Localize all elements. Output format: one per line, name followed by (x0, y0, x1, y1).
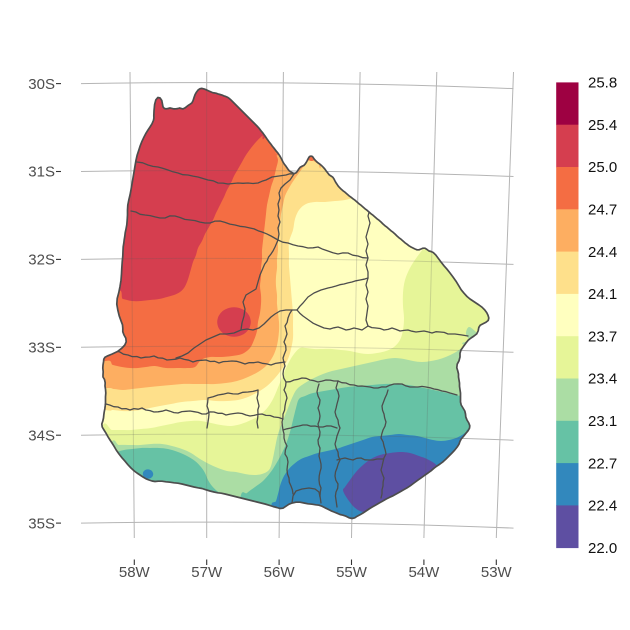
svg-text:35S: 35S (28, 515, 55, 532)
svg-text:56W: 56W (264, 564, 296, 581)
svg-text:54W: 54W (408, 564, 440, 581)
svg-text:30S: 30S (28, 76, 55, 93)
svg-text:31S: 31S (28, 164, 55, 181)
svg-text:23.7: 23.7 (588, 328, 617, 345)
svg-text:58W: 58W (119, 564, 151, 581)
svg-text:22.0: 22.0 (588, 540, 617, 557)
svg-text:53W: 53W (481, 564, 513, 581)
svg-text:32S: 32S (28, 252, 55, 269)
svg-text:22.7: 22.7 (588, 455, 617, 472)
svg-text:23.4: 23.4 (588, 371, 617, 388)
svg-text:24.4: 24.4 (588, 244, 617, 261)
svg-text:25.8: 25.8 (588, 75, 617, 92)
svg-text:25.4: 25.4 (588, 117, 617, 134)
svg-text:23.1: 23.1 (588, 413, 617, 430)
svg-text:24.1: 24.1 (588, 286, 617, 303)
svg-text:25.0: 25.0 (588, 159, 617, 176)
svg-text:22.4: 22.4 (588, 498, 617, 515)
svg-text:24.7: 24.7 (588, 202, 617, 219)
svg-text:34S: 34S (28, 427, 55, 444)
svg-text:57W: 57W (191, 564, 223, 581)
svg-text:55W: 55W (336, 564, 368, 581)
svg-text:33S: 33S (28, 340, 55, 357)
